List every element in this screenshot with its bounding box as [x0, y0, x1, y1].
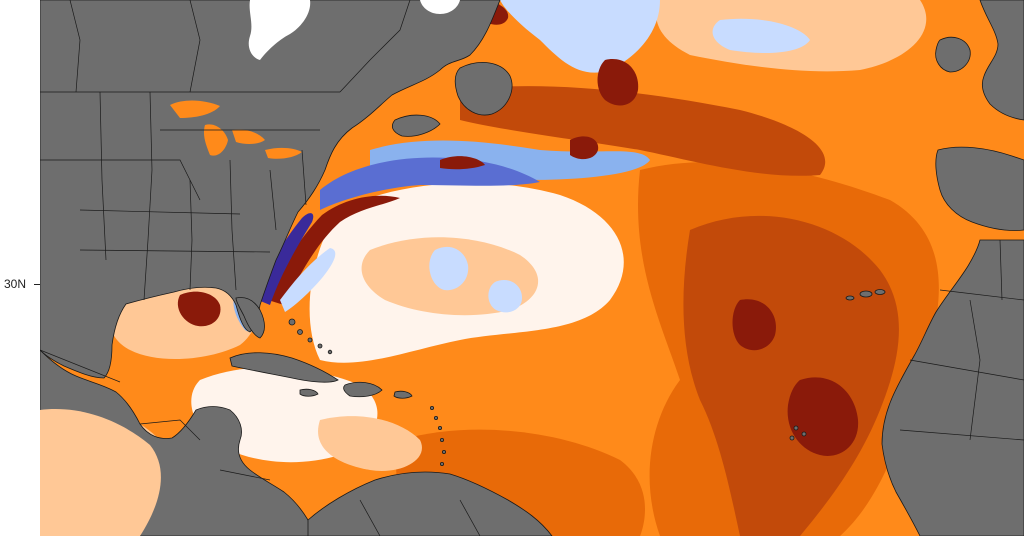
sst-anomaly-map [40, 0, 1024, 536]
anomaly-warm-extreme-africa-2 [732, 299, 776, 351]
political-borders [40, 0, 1024, 536]
anomaly-warm-extreme-gulfstream-2 [440, 156, 485, 170]
anomaly-cool-light-labrador [500, 0, 660, 73]
jamaica-land [299, 388, 319, 397]
anomaly-cool-strong-front [320, 157, 540, 210]
anomaly-warm-light-gulf [110, 285, 257, 360]
nova-scotia-land [391, 114, 441, 137]
iberia-land [935, 146, 1024, 231]
ireland-land [935, 36, 971, 73]
anomaly-cool-light-sargasso-2 [488, 279, 522, 313]
latitude-tick-30n [34, 284, 40, 285]
anomaly-warm-extreme-gulf [177, 291, 221, 327]
latitude-label-30n: 30N [4, 277, 27, 291]
anomaly-warm-extreme-africa [787, 377, 859, 456]
bahamas-islands [288, 318, 333, 355]
pacific-water-cut [40, 409, 161, 536]
anomaly-warm-extreme-gulfstream-3 [570, 136, 599, 160]
anomaly-warm-light-caribbean [318, 416, 422, 471]
north-ice-patch [248, 0, 311, 60]
cape-verde-islands [789, 425, 807, 441]
anomaly-warm-extreme-labrador [597, 59, 639, 106]
hispaniola-land [343, 381, 383, 398]
anomaly-warm-dark-north [460, 86, 826, 176]
anomaly-cool-light-sargasso [429, 246, 469, 291]
north-ice-patch-2 [420, 0, 460, 14]
anomaly-cool-light-north-east [712, 18, 810, 53]
florida-land [235, 297, 265, 339]
lesser-antilles [429, 405, 446, 466]
cuba-land [229, 352, 339, 383]
anomaly-cool-light-coast [280, 248, 336, 312]
canary-islands [845, 289, 886, 301]
anomaly-warm-dark-east [683, 215, 899, 536]
europe-land [979, 0, 1024, 121]
africa-land [881, 239, 1024, 536]
map-canvas [40, 0, 1024, 536]
south-america-land [307, 471, 553, 536]
puerto-rico-land [393, 390, 413, 399]
anomaly-cool-extreme-coast [258, 213, 314, 305]
newfoundland-land [454, 62, 513, 116]
